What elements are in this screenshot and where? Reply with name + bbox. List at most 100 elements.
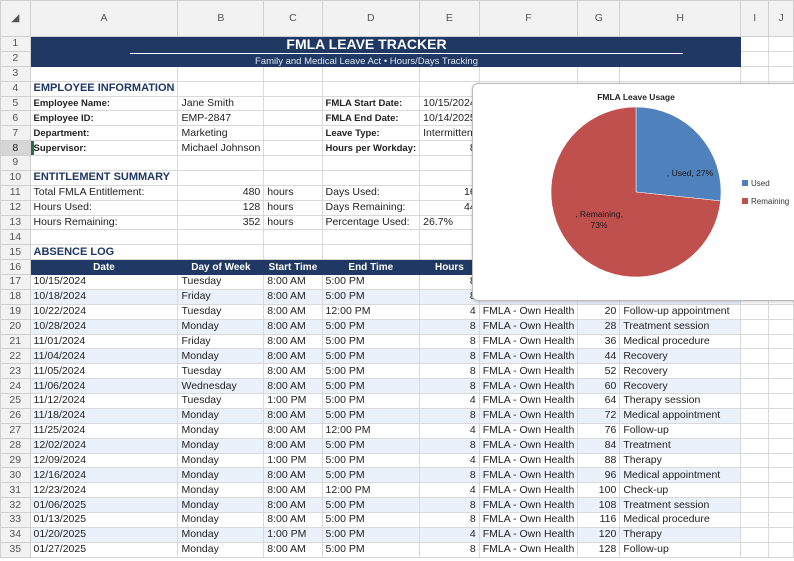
log-hours[interactable]: 8 [419,348,480,365]
row-header[interactable]: 31 [0,482,31,499]
log-column-header[interactable]: Day of Week [177,259,265,275]
used-value[interactable]: 128 [177,199,265,216]
log-start-time[interactable]: 8:00 AM [263,422,323,439]
log-date[interactable]: 12/16/2024 [29,467,179,484]
log-hours[interactable]: 4 [419,303,480,320]
log-cumulative-hours[interactable]: 84 [577,437,621,454]
cell-J34[interactable] [768,526,794,543]
log-end-time[interactable]: 5:00 PM [321,318,421,335]
start-label[interactable]: FMLA Start Date: [321,95,421,112]
cell-E1[interactable] [419,36,480,52]
log-day-of-week[interactable]: Monday [177,422,265,439]
supervisor-value[interactable]: Michael Johnson [177,140,265,156]
cell-I23[interactable] [740,363,770,380]
log-start-time[interactable]: 1:00 PM [263,393,323,409]
section-heading-absence-log[interactable]: ABSENCE LOG [29,244,179,261]
days_used-value[interactable]: 16 [419,184,480,201]
log-start-time[interactable]: 8:00 AM [263,497,323,513]
cell-J21[interactable] [768,333,794,350]
column-header-e[interactable]: E [419,0,480,37]
log-cumulative-hours[interactable]: 28 [577,318,621,335]
row-header[interactable]: 17 [0,274,31,290]
row-header[interactable]: 23 [0,363,31,380]
cell-J19[interactable] [768,303,794,320]
row-header[interactable]: 21 [0,333,31,350]
cell-J20[interactable] [768,318,794,335]
cell-E4[interactable] [419,80,480,97]
cell-J30[interactable] [768,467,794,484]
log-column-header[interactable]: Hours [419,259,480,275]
cell-B4[interactable] [177,80,265,97]
row-header[interactable]: 15 [0,244,31,261]
cell-J33[interactable] [768,512,794,528]
cell-C9[interactable] [263,155,323,171]
log-date[interactable]: 11/06/2024 [29,378,179,394]
row-header[interactable]: 3 [0,65,31,82]
log-end-time[interactable]: 5:00 PM [321,363,421,380]
row-header[interactable]: 4 [0,80,31,97]
log-leave-type[interactable]: FMLA - Own Health [478,348,579,365]
log-cumulative-hours[interactable]: 128 [577,541,621,558]
log-hours[interactable]: 8 [419,512,480,528]
log-cumulative-hours[interactable]: 108 [577,497,621,513]
cell-J28[interactable] [768,437,794,454]
log-day-of-week[interactable]: Monday [177,497,265,513]
log-day-of-week[interactable]: Monday [177,467,265,484]
cell-I29[interactable] [740,452,770,469]
log-end-time[interactable]: 5:00 PM [321,526,421,543]
log-reason[interactable]: Recovery [619,378,742,394]
log-date[interactable]: 01/06/2025 [29,497,179,513]
log-reason[interactable]: Medical appointment [619,467,742,484]
log-start-time[interactable]: 8:00 AM [263,378,323,394]
log-start-time[interactable]: 8:00 AM [263,407,323,424]
row-header[interactable]: 18 [0,288,31,305]
cell-C4[interactable] [263,80,323,97]
cell-A9[interactable] [29,155,179,171]
log-hours[interactable]: 8 [419,437,480,454]
cell-C1[interactable] [263,36,323,52]
log-cumulative-hours[interactable]: 120 [577,526,621,543]
cell-I3[interactable] [740,65,770,82]
log-end-time[interactable]: 5:00 PM [321,512,421,528]
cell-I20[interactable] [740,318,770,335]
log-cumulative-hours[interactable]: 60 [577,378,621,394]
log-reason[interactable]: Recovery [619,348,742,365]
log-hours[interactable]: 8 [419,288,480,305]
cell-I26[interactable] [740,407,770,424]
log-day-of-week[interactable]: Monday [177,348,265,365]
row-header[interactable]: 30 [0,467,31,484]
cell-I34[interactable] [740,526,770,543]
cell-H1[interactable] [619,36,742,52]
total-value[interactable]: 480 [177,184,265,201]
cell-B10[interactable] [177,169,265,186]
days_remain-label[interactable]: Days Remaining: [321,199,421,216]
cell-I19[interactable] [740,303,770,320]
row-header[interactable]: 12 [0,199,31,216]
log-day-of-week[interactable]: Monday [177,512,265,528]
log-hours[interactable]: 4 [419,482,480,499]
row-header[interactable]: 29 [0,452,31,469]
cell-E2[interactable] [419,50,480,67]
log-reason[interactable]: Treatment session [619,497,742,513]
log-end-time[interactable]: 5:00 PM [321,393,421,409]
log-end-time[interactable]: 5:00 PM [321,437,421,454]
row-header[interactable]: 33 [0,512,31,528]
leave-usage-pie-chart[interactable]: FMLA Leave Usage , Used, 27% , Remaining, 7… [472,83,794,301]
log-column-header[interactable]: End Time [321,259,421,275]
remain-unit[interactable]: hours [263,214,323,231]
name-label[interactable]: Employee Name: [29,95,179,112]
log-leave-type[interactable]: FMLA - Own Health [478,393,579,409]
cell-I1[interactable] [740,36,770,52]
cell-B9[interactable] [177,155,265,171]
log-reason[interactable]: Follow-up [619,541,742,558]
id-label[interactable]: Employee ID: [29,110,179,127]
row-header[interactable]: 27 [0,422,31,439]
column-header-j[interactable]: J [768,0,794,37]
log-hours[interactable]: 8 [419,378,480,394]
log-leave-type[interactable]: FMLA - Own Health [478,318,579,335]
row-header[interactable]: 28 [0,437,31,454]
log-hours[interactable]: 4 [419,452,480,469]
cell-I25[interactable] [740,393,770,409]
log-cumulative-hours[interactable]: 20 [577,303,621,320]
log-hours[interactable]: 8 [419,318,480,335]
